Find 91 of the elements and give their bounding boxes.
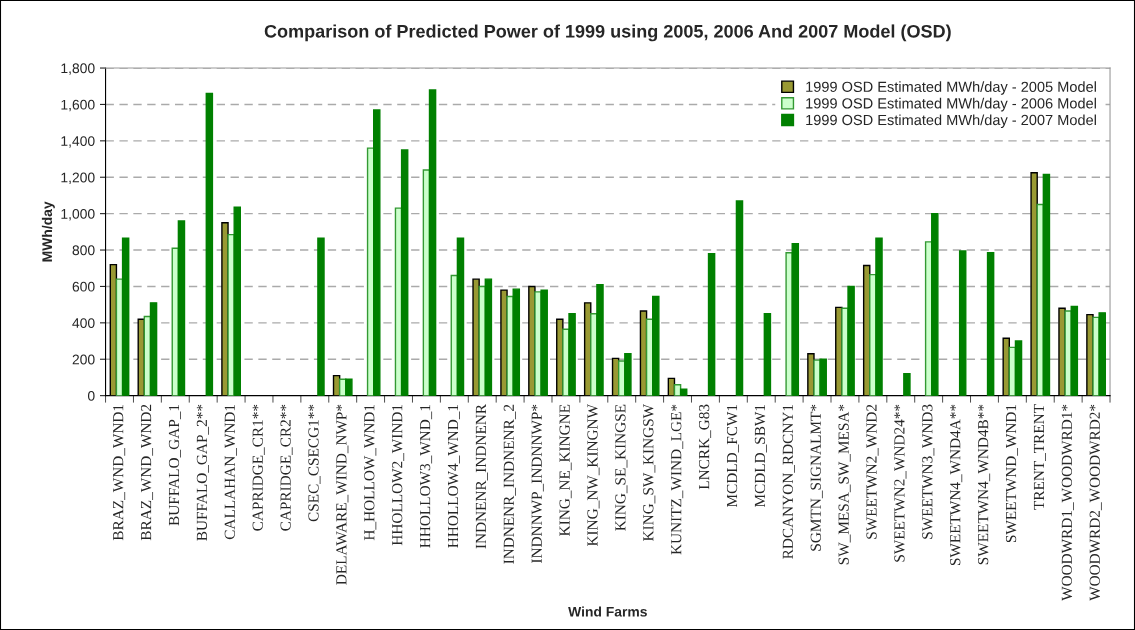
- bar: [958, 250, 967, 396]
- y-tick-label: 1,400: [61, 136, 95, 148]
- bar: [1014, 340, 1023, 396]
- bar: [372, 109, 381, 396]
- x-tick-label: H_HOLLOW_WND1: [364, 404, 377, 541]
- bar: [707, 252, 716, 396]
- x-tick-label: HHOLLOW2_WIND1: [392, 404, 405, 546]
- x-tick-label: KING_NW_KINGNW: [587, 404, 600, 547]
- bar: [177, 220, 186, 396]
- x-tick-label: MCDLD_FCW1: [726, 404, 739, 508]
- x-tick-label: BUFFALO_GAP_1: [168, 404, 181, 526]
- bar: [875, 237, 883, 396]
- legend-label: 1999 OSD Estimated MWh/day - 2007 Model: [806, 114, 1096, 129]
- y-tick-label: 200: [72, 354, 95, 365]
- x-axis-title: Wind Farms: [568, 606, 647, 617]
- bar: [1002, 337, 1010, 396]
- x-tick-label: SGMTN_SIGNALMT*: [810, 404, 823, 551]
- bar: [317, 237, 325, 396]
- bar: [624, 353, 632, 396]
- bar: [568, 313, 576, 396]
- y-tick-label: 400: [72, 318, 95, 329]
- y-tick-label: 1,000: [61, 208, 95, 221]
- x-tick-label: MCDLD_SBW1: [754, 404, 767, 508]
- x-tick-label: RDCANYON_RDCNY1: [782, 404, 795, 559]
- x-tick-label: TRENT_TRENT: [1033, 404, 1046, 510]
- bar: [735, 200, 744, 396]
- bar: [847, 285, 855, 396]
- x-tick-label: INDNNWP_INDNNWP*: [531, 404, 544, 563]
- bar: [785, 252, 793, 396]
- bar: [456, 237, 465, 396]
- x-tick-label: BRAZ_WND_WND2: [140, 404, 154, 541]
- bar: [478, 285, 486, 396]
- x-tick-label: SWEETWN2_WND2: [866, 404, 879, 539]
- x-tick-label: BUFFALO_GAP_2**: [196, 404, 209, 541]
- bar: [596, 283, 604, 396]
- bar: [233, 206, 242, 396]
- bar: [400, 149, 409, 396]
- x-tick-label: BRAZ_WND_WND1: [113, 404, 126, 541]
- x-tick-label: INDNENR_INDNENR_2: [503, 404, 516, 564]
- bar: [986, 252, 995, 396]
- y-tick-label: 600: [72, 281, 95, 292]
- bar: [205, 92, 214, 396]
- x-tick-label: KING_SE_KINGSE: [615, 404, 628, 531]
- bar: [791, 242, 800, 396]
- y-axis-title: MWh/day: [41, 201, 55, 262]
- bar: [149, 302, 158, 396]
- x-tick-label: KING_SW_KINGSW: [643, 404, 656, 542]
- bar: [931, 212, 939, 396]
- x-tick-label: LNCRK_G83: [698, 404, 712, 490]
- y-tick-label: 1,200: [61, 172, 95, 185]
- x-tick-label: WOODWRD2_WOODWRD2*: [1089, 404, 1102, 601]
- bar: [1030, 171, 1038, 396]
- x-tick-label: SW_MESA_SW_MESA*: [838, 404, 851, 565]
- x-tick-label: KUNITZ_WIND_LGE*: [671, 404, 684, 555]
- x-tick-label: CSEC_CSECG1**: [308, 404, 321, 522]
- chart-title: Comparison of Predicted Power of 1999 using 2005, 2006 And 2007 Model (OSD): [264, 24, 951, 42]
- bar: [345, 378, 353, 396]
- legend-label: 1999 OSD Estimated MWh/day - 2005 Model: [806, 81, 1096, 95]
- x-tick-label: HHOLLOW4_WND_1: [447, 404, 460, 548]
- x-tick-label: DELAWARE_WIND_NWP*: [336, 404, 349, 585]
- bar: [1098, 312, 1106, 396]
- bar: [428, 89, 437, 396]
- y-tick-label: 1,800: [61, 63, 95, 75]
- bar: [506, 295, 514, 396]
- x-tick-label: SWEETWND_WND1: [1005, 404, 1019, 543]
- x-tick-label: HHOLLOW3_WND_1: [419, 404, 433, 548]
- x-tick-label: CAPRIDGE_CR1**: [252, 404, 265, 531]
- bar: [1070, 305, 1079, 396]
- bar: [512, 288, 521, 396]
- x-tick-label: SWEETWN4_WND4B**: [978, 404, 991, 565]
- bar: [484, 278, 493, 396]
- legend-label: 1999 OSD Estimated MWh/day - 2006 Model: [806, 97, 1096, 112]
- x-tick-label: SWEETWN3_WND3: [922, 404, 935, 539]
- y-tick-label: 1,600: [61, 99, 95, 112]
- bar: [1042, 173, 1051, 396]
- x-tick-label: SWEETWN4_WND4A**: [950, 404, 963, 566]
- x-tick-label: CALLAHAN_WND1: [224, 404, 237, 540]
- x-tick-label: SWEETWN2_WND24**: [894, 404, 907, 562]
- y-tick-label: 0: [87, 390, 95, 401]
- bar: [540, 289, 548, 396]
- bar: [763, 313, 772, 396]
- bar: [121, 237, 130, 396]
- bar: [819, 358, 827, 396]
- x-tick-label: WOODWRD1_WOODWRD1*: [1061, 404, 1074, 601]
- bar: [652, 295, 660, 396]
- x-tick-label: CAPRIDGE_CR2**: [280, 404, 293, 531]
- x-tick-label: KING_NE_KINGNE: [559, 404, 572, 536]
- bar: [1064, 310, 1072, 396]
- bar: [903, 373, 911, 396]
- y-tick-label: 800: [72, 245, 95, 256]
- x-tick-label: INDNENR_INDNENR: [475, 404, 488, 549]
